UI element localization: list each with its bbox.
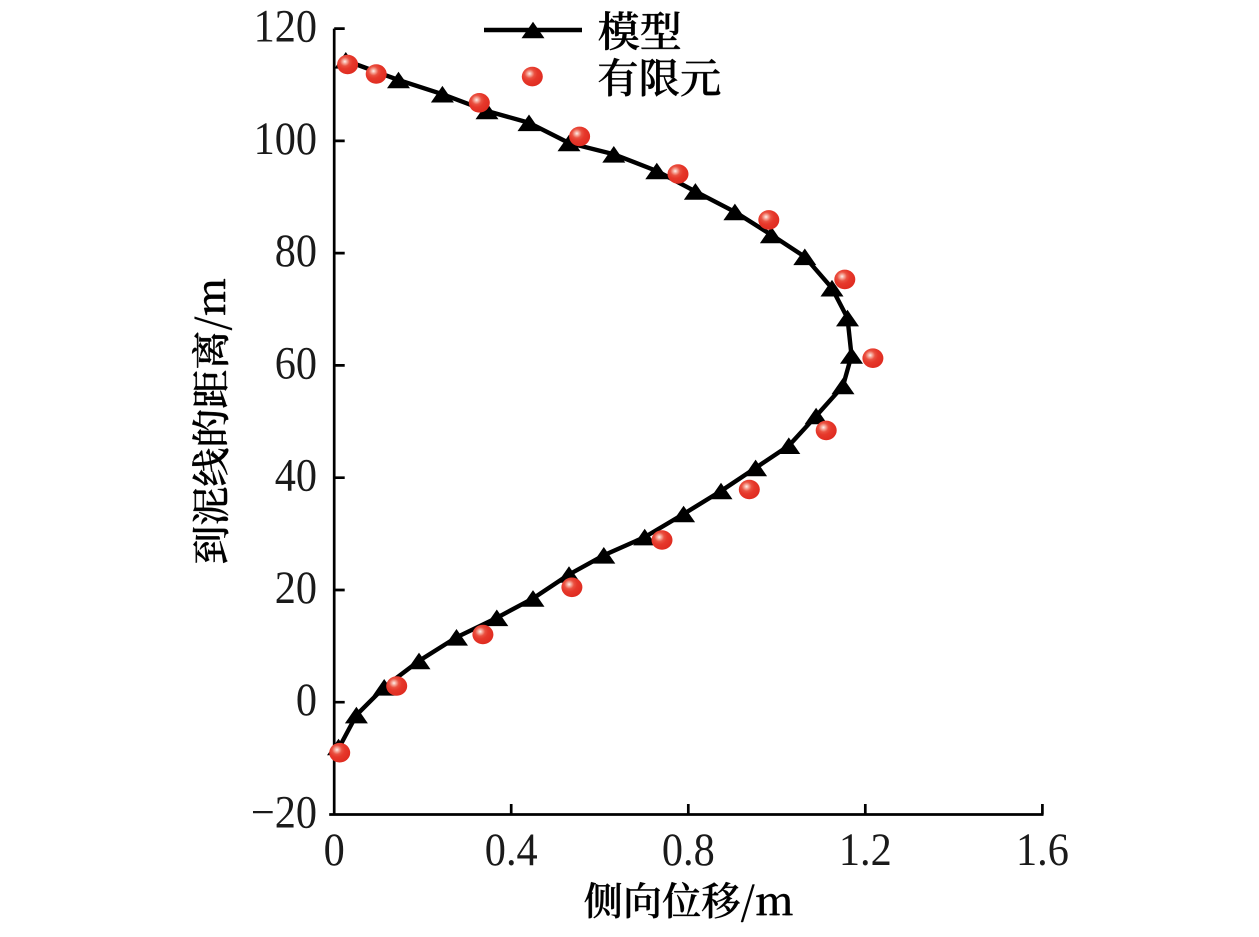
svg-text:0.8: 0.8: [662, 823, 715, 875]
svg-text:40: 40: [275, 449, 317, 501]
svg-text:1.2: 1.2: [839, 823, 892, 875]
svg-text:0: 0: [296, 673, 317, 725]
svg-text:−20: −20: [251, 786, 317, 838]
svg-text:20: 20: [275, 561, 317, 613]
svg-text:120: 120: [254, 0, 317, 52]
svg-text:80: 80: [275, 224, 317, 276]
svg-text:0.4: 0.4: [485, 823, 538, 875]
svg-text:100: 100: [254, 112, 317, 164]
svg-text:0: 0: [324, 823, 345, 875]
svg-text:60: 60: [275, 336, 317, 388]
svg-text:1.6: 1.6: [1016, 823, 1069, 875]
